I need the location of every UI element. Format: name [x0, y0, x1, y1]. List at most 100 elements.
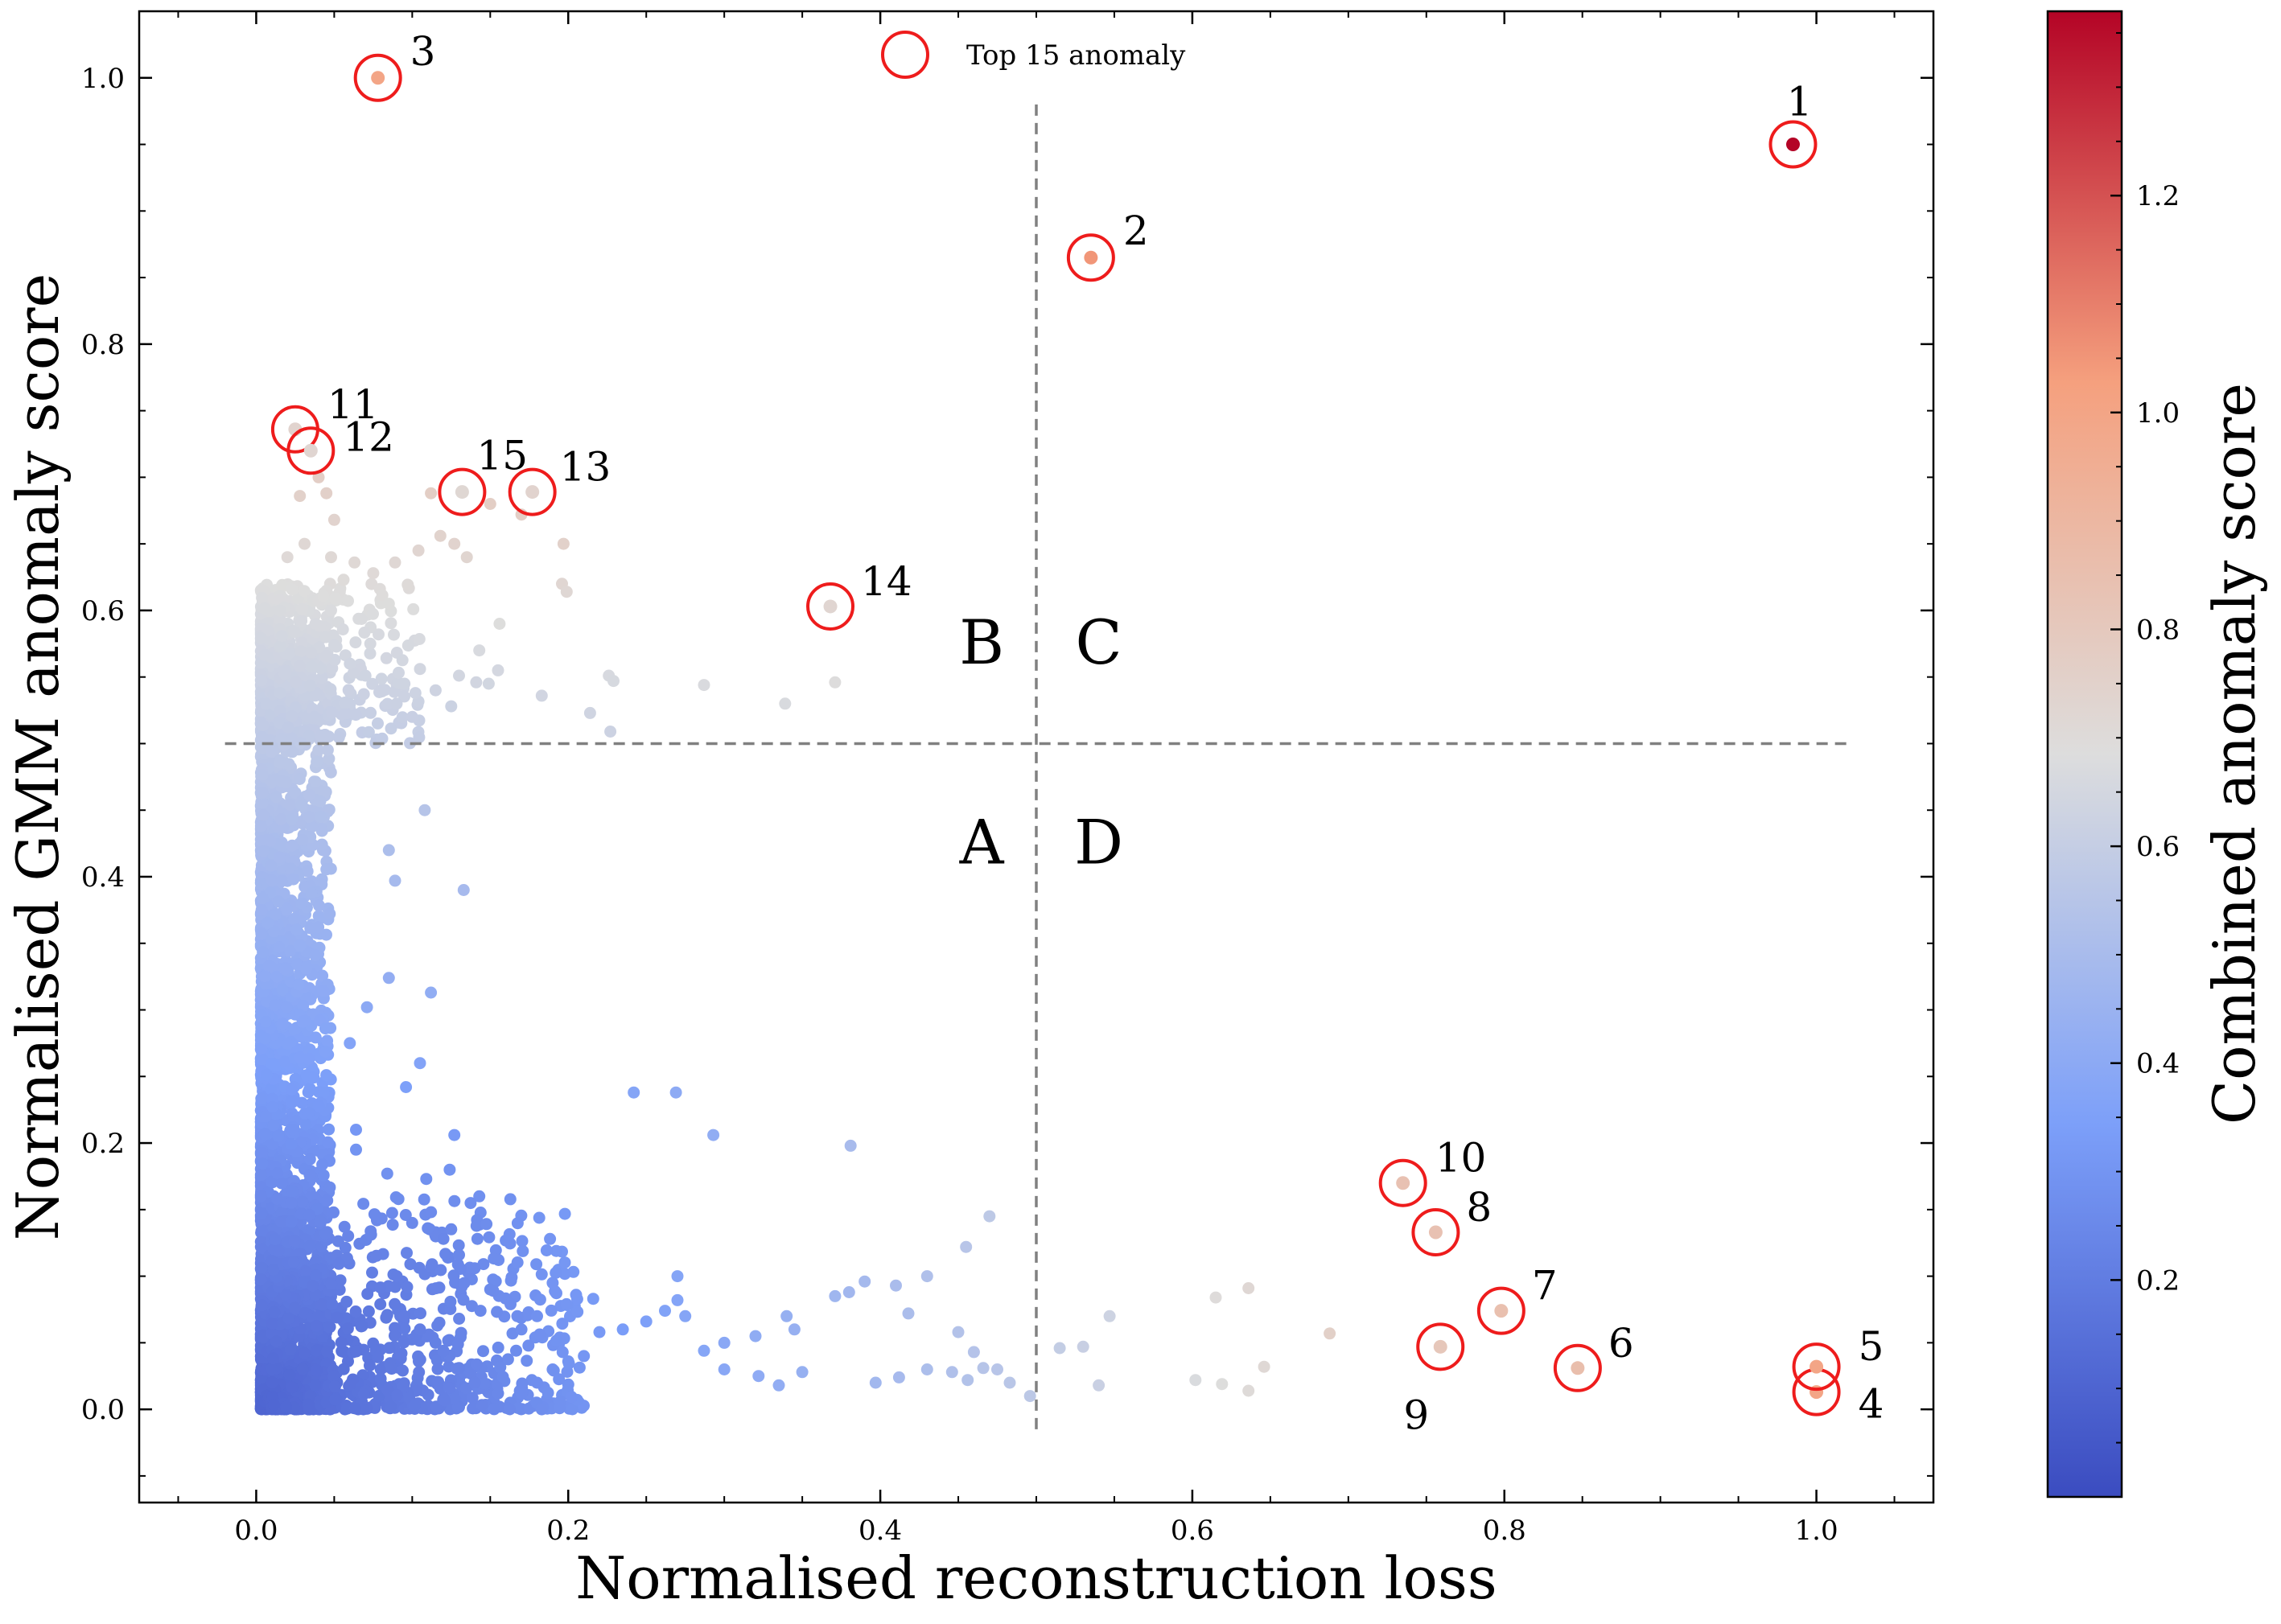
y-axis-label: Normalised GMM anomaly score — [4, 273, 72, 1240]
anomaly-point-9 — [1433, 1339, 1447, 1354]
data-point — [256, 768, 269, 781]
data-point — [749, 1330, 762, 1342]
data-point — [310, 1364, 323, 1376]
data-point — [311, 755, 323, 768]
data-point — [319, 786, 332, 798]
data-point — [430, 1282, 443, 1295]
data-point — [991, 1363, 1003, 1375]
data-point — [319, 1227, 331, 1240]
data-point — [560, 1297, 573, 1310]
data-point — [259, 1015, 272, 1028]
data-point — [364, 1228, 377, 1241]
colorbar-tick-label: 0.6 — [2136, 831, 2180, 863]
data-point — [274, 604, 286, 617]
data-point — [398, 677, 411, 690]
data-point — [357, 1198, 370, 1211]
data-point — [285, 813, 298, 826]
data-point — [322, 1321, 335, 1334]
data-point — [364, 647, 377, 660]
data-point — [515, 1323, 528, 1336]
data-point — [266, 874, 278, 886]
data-point — [295, 897, 308, 910]
data-point — [1324, 1327, 1336, 1340]
data-point — [315, 824, 328, 837]
data-point — [398, 1322, 411, 1335]
legend: Top 15 anomaly — [881, 31, 1186, 79]
threshold-lines — [224, 104, 1848, 1437]
data-point — [325, 551, 337, 564]
data-point — [960, 1240, 973, 1253]
y-tick-label: 0.4 — [81, 861, 125, 894]
data-point — [286, 1083, 299, 1096]
data-point — [292, 978, 305, 991]
x-tick-label: 0.8 — [1483, 1515, 1526, 1547]
data-point — [491, 1305, 504, 1318]
data-point — [275, 630, 288, 643]
data-point — [368, 1208, 381, 1221]
data-point — [562, 1355, 574, 1367]
data-point — [286, 583, 299, 596]
data-point — [414, 663, 426, 676]
anomaly-label-3: 3 — [410, 28, 436, 75]
data-point — [458, 1277, 471, 1289]
data-point — [533, 1211, 546, 1224]
data-point — [265, 859, 277, 872]
data-point — [278, 1055, 291, 1068]
anomaly-point-6 — [1571, 1361, 1585, 1375]
data-point — [400, 1081, 413, 1093]
data-point — [313, 899, 325, 912]
data-point — [1003, 1376, 1016, 1389]
data-point — [560, 586, 573, 598]
data-point — [279, 1288, 292, 1301]
data-point — [1242, 1384, 1255, 1397]
data-point — [384, 1400, 397, 1413]
data-point — [444, 1295, 457, 1308]
data-point — [453, 1313, 466, 1325]
data-point — [545, 1304, 558, 1317]
data-point — [570, 1289, 583, 1301]
data-point — [266, 1317, 278, 1330]
data-point — [322, 1136, 335, 1149]
data-point — [434, 1264, 447, 1277]
data-point — [328, 1380, 341, 1393]
colorbar-gradient — [2046, 10, 2123, 1499]
data-point — [679, 1309, 692, 1322]
data-point — [373, 628, 385, 641]
data-point — [468, 1376, 481, 1389]
data-point — [390, 1270, 403, 1283]
data-point — [355, 613, 368, 625]
data-point — [310, 1269, 323, 1281]
data-point — [488, 1252, 500, 1265]
data-point — [556, 1318, 569, 1330]
data-point — [281, 903, 294, 916]
data-point — [474, 1305, 487, 1318]
data-point — [386, 1219, 399, 1231]
data-point — [671, 1293, 684, 1306]
data-point — [266, 1363, 278, 1375]
data-point — [257, 946, 270, 959]
data-point — [288, 1235, 301, 1248]
data-point — [284, 862, 297, 875]
data-point — [284, 1343, 297, 1356]
colorbar: 0.2 0.4 0.6 0.8 1.0 1.2 — [2046, 10, 2180, 1499]
anomaly-label-14: 14 — [861, 558, 912, 605]
data-point — [470, 676, 483, 689]
data-point — [414, 1057, 426, 1070]
data-point — [593, 1326, 606, 1338]
data-point — [443, 1163, 456, 1176]
data-point — [408, 1400, 421, 1412]
data-point — [307, 1071, 320, 1084]
data-point — [303, 730, 315, 742]
data-point — [383, 1342, 396, 1355]
data-point — [266, 1100, 279, 1113]
data-point — [977, 1362, 990, 1375]
data-point — [358, 627, 371, 639]
data-point — [347, 667, 360, 679]
data-point — [445, 1223, 458, 1235]
anomaly-label-11: 11 — [327, 381, 379, 428]
data-point — [269, 1233, 282, 1246]
data-point — [420, 1173, 433, 1186]
data-point — [902, 1307, 915, 1320]
data-point — [492, 1341, 504, 1354]
data-point — [556, 1346, 569, 1359]
